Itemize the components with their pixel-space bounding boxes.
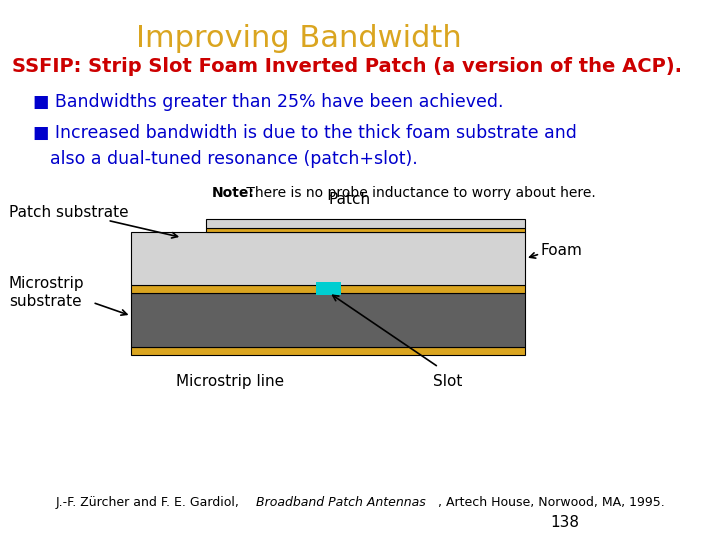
Bar — [131, 293, 525, 347]
Text: Patch substrate: Patch substrate — [9, 205, 129, 220]
Text: J.-F. Zürcher and F. E. Gardiol,: J.-F. Zürcher and F. E. Gardiol, — [55, 496, 243, 509]
Text: Patch: Patch — [328, 192, 370, 207]
Text: Microstrip
substrate: Microstrip substrate — [9, 276, 84, 309]
Bar — [131, 285, 525, 293]
Text: Broadband Patch Antennas: Broadband Patch Antennas — [256, 496, 426, 509]
Text: ■ Increased bandwidth is due to the thick foam substrate and: ■ Increased bandwidth is due to the thic… — [33, 124, 577, 142]
Text: ■ Bandwidths greater than 25% have been achieved.: ■ Bandwidths greater than 25% have been … — [33, 93, 503, 111]
Text: Foam: Foam — [540, 242, 582, 258]
Bar — [131, 347, 525, 355]
Text: Slot: Slot — [433, 374, 462, 389]
Bar — [206, 219, 525, 228]
Text: Improving Bandwidth: Improving Bandwidth — [135, 24, 462, 53]
Text: also a dual-tuned resonance (patch+slot).: also a dual-tuned resonance (patch+slot)… — [50, 150, 418, 168]
Text: Microstrip line: Microstrip line — [176, 374, 284, 389]
Text: There is no probe inductance to worry about here.: There is no probe inductance to worry ab… — [242, 186, 595, 200]
Text: Note:: Note: — [212, 186, 255, 200]
Text: 138: 138 — [550, 515, 579, 530]
Text: SSFIP: Strip Slot Foam Inverted Patch (a version of the ACP).: SSFIP: Strip Slot Foam Inverted Patch (a… — [12, 57, 682, 76]
Bar — [131, 232, 525, 285]
Bar — [316, 282, 341, 295]
Text: , Artech House, Norwood, MA, 1995.: , Artech House, Norwood, MA, 1995. — [438, 496, 665, 509]
Bar — [206, 228, 525, 232]
